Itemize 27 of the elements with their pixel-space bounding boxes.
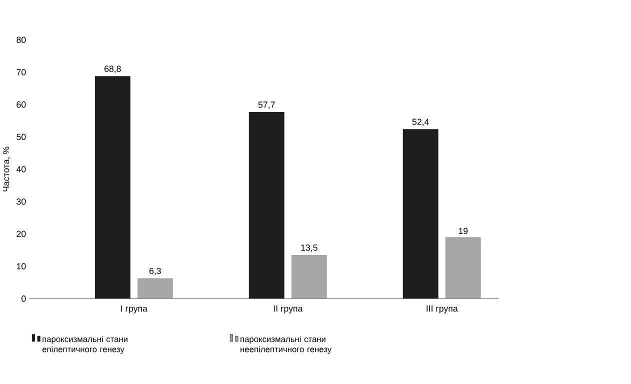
bar xyxy=(94,76,130,299)
y-tick-label: 20 xyxy=(16,230,26,238)
data-label: 19 xyxy=(458,228,468,234)
y-tick-label: 70 xyxy=(16,69,26,76)
y-axis-title: Частота, % xyxy=(2,146,10,192)
data-label: 13,5 xyxy=(301,244,318,252)
bar xyxy=(291,255,327,299)
y-tick-label: 40 xyxy=(16,166,26,173)
bar xyxy=(445,237,481,299)
y-tick-label: 10 xyxy=(16,263,26,270)
bar xyxy=(248,112,284,299)
legend-label: пароксизмальні стани епілептичного генезу xyxy=(42,336,128,354)
data-label: 52,4 xyxy=(412,118,429,126)
y-tick-label: 0 xyxy=(22,296,26,302)
y-tick-label: 30 xyxy=(16,198,26,205)
data-label: 57,7 xyxy=(258,102,275,110)
y-tick-label: 80 xyxy=(16,36,26,44)
x-tick-label: II група xyxy=(274,306,303,314)
bar xyxy=(402,129,438,299)
legend-label: пароксизмальні стани неепілептичного генезу xyxy=(240,336,332,354)
bar xyxy=(137,278,173,299)
data-label: 68,8 xyxy=(104,66,121,74)
data-label: 6,3 xyxy=(149,268,161,276)
y-tick-label: 60 xyxy=(16,102,26,108)
x-tick-label: I група xyxy=(121,306,148,314)
x-tick-label: III група xyxy=(426,306,458,314)
y-tick-label: 50 xyxy=(16,134,26,140)
